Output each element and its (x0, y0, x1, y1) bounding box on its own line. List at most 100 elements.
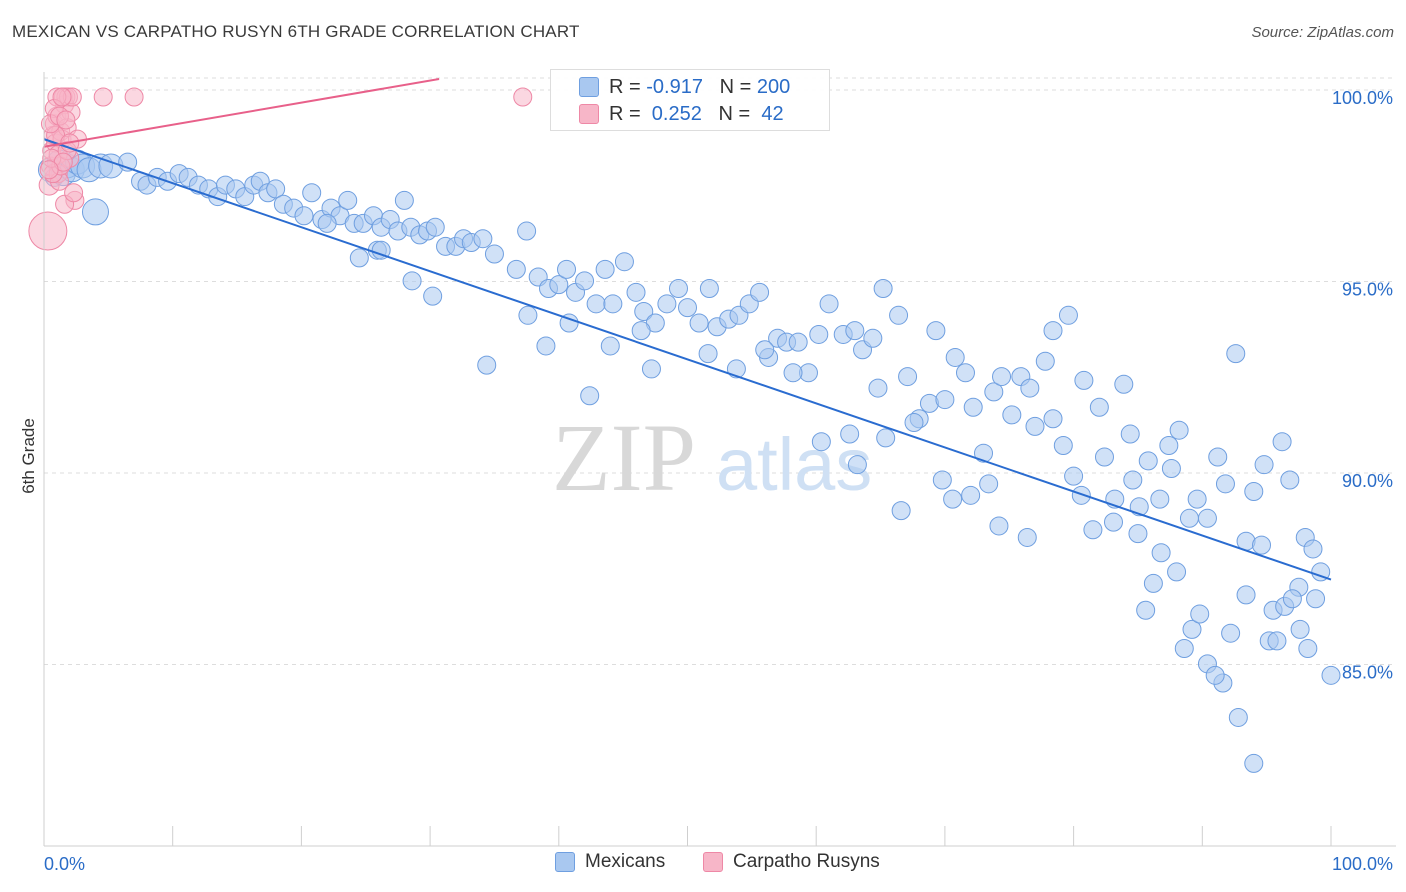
data-point (39, 160, 59, 180)
data-point (961, 485, 981, 505)
data-point (1190, 604, 1210, 624)
data-point (1020, 378, 1040, 398)
data-point (1252, 535, 1272, 555)
data-point (1159, 436, 1179, 456)
data-point (1043, 409, 1063, 429)
legend-r-label: R = (609, 75, 647, 98)
data-point (518, 305, 538, 325)
data-point (536, 336, 556, 356)
series-legend-rusyns[interactable]: Carpatho Rusyns (703, 851, 880, 873)
data-point (989, 516, 1009, 536)
data-point (974, 443, 994, 463)
data-point (1267, 631, 1287, 651)
data-point (517, 221, 537, 241)
data-point (557, 259, 577, 279)
legend-n-value: 200 (756, 75, 791, 98)
y-tick-label: 85.0% (1342, 663, 1393, 683)
data-point (52, 87, 72, 107)
data-point (1228, 707, 1248, 727)
data-point (873, 279, 893, 298)
data-point (1053, 436, 1073, 456)
data-point (809, 324, 829, 344)
data-point (678, 298, 697, 318)
data-point (1306, 589, 1326, 609)
data-point (1221, 623, 1241, 643)
data-point (402, 271, 422, 291)
data-point (1182, 619, 1202, 639)
data-point (1129, 497, 1149, 517)
chart-title: MEXICAN VS CARPATHO RUSYN 6TH GRADE CORR… (12, 22, 580, 41)
data-point (64, 183, 84, 203)
data-point (1136, 600, 1156, 620)
data-point (423, 286, 443, 306)
data-point (1272, 432, 1292, 452)
series-label-mexicans: Mexicans (585, 851, 666, 872)
series-swatch-blue (555, 852, 575, 872)
series-legend-mexicans[interactable]: Mexicans (555, 851, 665, 873)
data-point (1064, 466, 1084, 486)
data-point (935, 390, 955, 410)
data-point (1114, 374, 1134, 394)
data-point (1103, 512, 1123, 532)
data-point (294, 206, 314, 226)
legend-swatch-pink (579, 104, 599, 124)
data-point (1197, 508, 1217, 528)
data-point (1017, 527, 1037, 547)
data-point (473, 229, 493, 249)
series-label-rusyns: Carpatho Rusyns (733, 851, 880, 872)
data-point (626, 282, 646, 302)
data-point (992, 367, 1012, 387)
legend-r-value: -0.917 (646, 75, 703, 98)
trend-line-mexicans (43, 138, 1332, 581)
correlation-legend: R = -0.917 N = 200 R = 0.252 N = 42 (550, 69, 830, 131)
data-point (1120, 424, 1140, 444)
data-point (1244, 753, 1264, 773)
y-tick-label: 95.0% (1342, 280, 1393, 300)
data-point (1123, 470, 1143, 490)
data-point (955, 363, 975, 383)
data-point (603, 294, 623, 314)
data-point (586, 294, 606, 314)
data-point (1094, 447, 1114, 467)
data-point (349, 248, 369, 268)
data-point (698, 344, 718, 364)
data-point (788, 332, 808, 352)
data-point (1169, 420, 1189, 440)
data-point (863, 328, 883, 348)
data-point (1208, 447, 1228, 467)
data-point (394, 190, 414, 210)
data-point (1236, 585, 1256, 605)
data-point (1187, 489, 1207, 509)
data-point (984, 382, 1004, 402)
data-point (1151, 543, 1171, 563)
data-point (1167, 562, 1187, 582)
data-point (1321, 665, 1341, 685)
data-point (689, 313, 709, 333)
data-point (595, 259, 615, 279)
data-point (699, 279, 719, 298)
data-point (266, 179, 286, 199)
data-point (819, 294, 839, 314)
trend-line-rusyns (43, 78, 440, 148)
data-point (600, 336, 620, 356)
data-point (1298, 639, 1318, 659)
data-point (668, 279, 688, 298)
data-point (726, 359, 746, 379)
data-point (93, 87, 113, 107)
legend-swatch-blue (579, 77, 599, 97)
series-legend: Mexicans Carpatho Rusyns (0, 851, 1406, 879)
series-swatch-pink (703, 852, 723, 872)
data-point (876, 428, 896, 448)
data-point (963, 397, 983, 417)
data-point (575, 271, 595, 291)
data-point (1083, 520, 1103, 540)
data-point (634, 301, 654, 321)
data-point (868, 378, 888, 398)
data-point (1244, 481, 1264, 501)
data-point (845, 321, 865, 341)
data-point (371, 240, 391, 260)
data-point (847, 455, 867, 475)
data-point (1043, 321, 1063, 341)
data-point (1205, 665, 1225, 685)
